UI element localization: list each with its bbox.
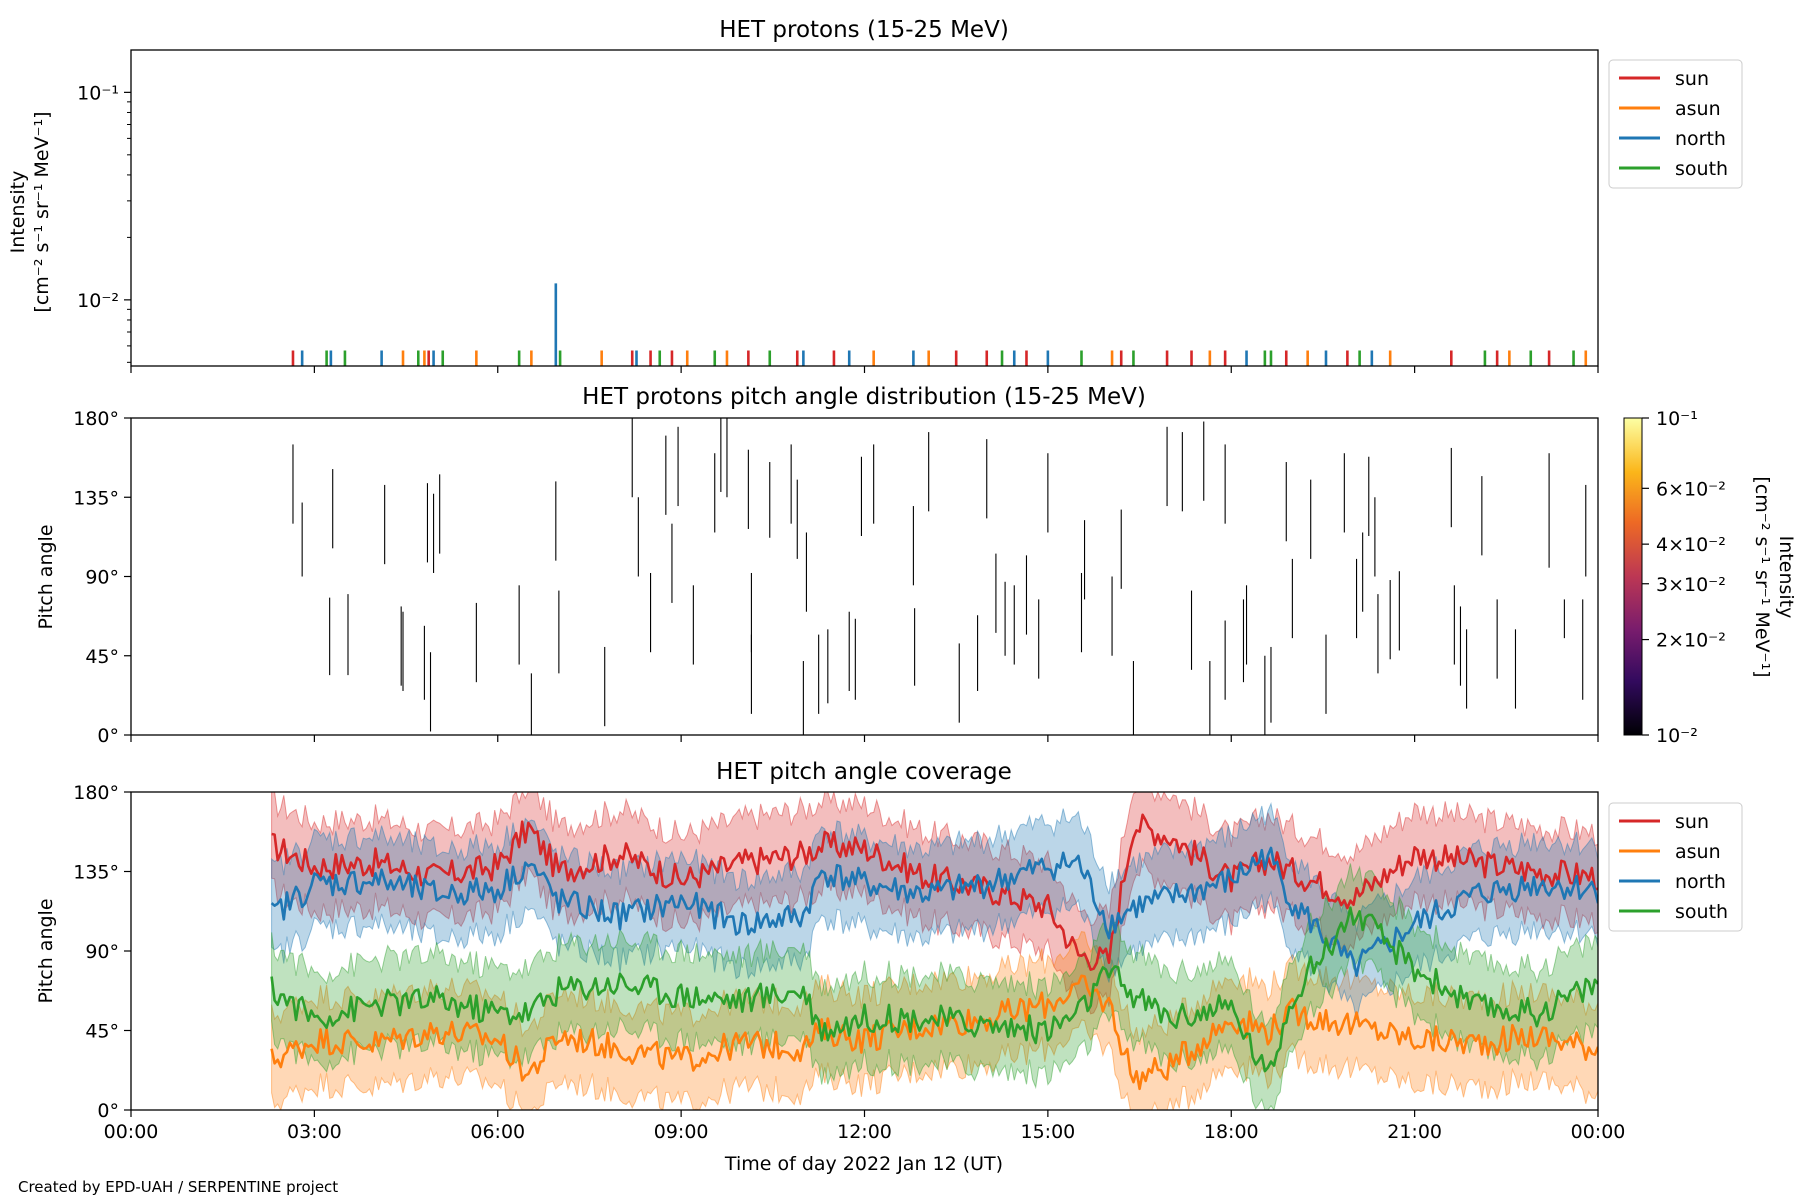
legend-box <box>1608 802 1743 932</box>
panel-1-ylabel-line1: Intensity <box>7 171 29 254</box>
panel-1-ylabel: Intensity [cm⁻² s⁻¹ sr⁻¹ MeV⁻¹] <box>7 111 53 312</box>
y-tick-label: 10⁻¹ <box>77 82 119 104</box>
line-north <box>270 846 1598 978</box>
legend-label-sun: sun <box>1675 811 1709 833</box>
colorbar-tick-label: 6×10⁻² <box>1656 478 1726 500</box>
colorbar-ticks: 10⁻¹ 6×10⁻² 4×10⁻² 3×10⁻² 2×10⁻² 10⁻² <box>1642 408 1726 747</box>
panel-2-xticks <box>130 735 1599 742</box>
x-tick-label: 03:00 <box>287 1121 342 1143</box>
y-tick-label: 45° <box>85 1021 119 1043</box>
colorbar-gradient <box>1623 417 1643 736</box>
legend-label-south: south <box>1675 901 1728 923</box>
colorbar-label: Intensity [cm⁻² s⁻¹ sr⁻¹ MeV⁻¹] <box>1751 476 1797 677</box>
panel-3-frame <box>130 791 1599 1111</box>
panel-3-title: HET pitch angle coverage <box>716 759 1012 785</box>
panel-intensity: HET protons (15-25 MeV) Intensity [cm⁻² … <box>7 17 1743 373</box>
panel-1-legend: sun asun north south <box>1608 59 1743 189</box>
colorbar-label-line2: [cm⁻² s⁻¹ sr⁻¹ MeV⁻¹] <box>1751 476 1773 677</box>
panel-3-ylabel: Pitch angle <box>35 898 57 1003</box>
y-tick-label: 10⁻² <box>77 290 119 312</box>
colorbar: 10⁻¹ 6×10⁻² 4×10⁻² 3×10⁻² 2×10⁻² 10⁻² Intensi… <box>1623 408 1797 747</box>
y-tick-label: 180° <box>73 408 119 430</box>
panel-2-segments <box>292 418 1587 735</box>
legend-label-sun: sun <box>1675 68 1709 90</box>
legend-label-south: south <box>1675 158 1728 180</box>
panel-pitch-distribution: HET protons pitch angle distribution (15… <box>35 384 1797 747</box>
legend-label-asun: asun <box>1675 841 1721 863</box>
band-south <box>271 863 1598 1110</box>
x-tick-label: 06:00 <box>470 1121 525 1143</box>
y-tick-label: 90° <box>85 567 119 589</box>
colorbar-tick-label: 10⁻¹ <box>1656 408 1698 430</box>
x-tick-label: 21:00 <box>1387 1121 1442 1143</box>
panel-1-yticks: 10⁻¹ 10⁻² <box>77 82 131 363</box>
panel-2-ylabel: Pitch angle <box>35 524 57 629</box>
colorbar-tick-label: 10⁻² <box>1656 725 1698 747</box>
panel-2-frame <box>130 417 1599 736</box>
colorbar-label-line1: Intensity <box>1775 536 1797 619</box>
x-tick-label: 00:00 <box>1571 1121 1626 1143</box>
panel-3-lines <box>270 813 1598 1091</box>
footer-credit: Created by EPD-UAH / SERPENTINE project <box>18 1178 338 1196</box>
line-sun <box>271 813 1598 972</box>
y-tick-label: 135° <box>73 862 119 884</box>
panel-3-yticks: 0° 45° 90° 135° 180° <box>73 782 131 1122</box>
x-tick-label: 00:00 <box>104 1121 159 1143</box>
colorbar-tick-label: 4×10⁻² <box>1656 534 1726 556</box>
panel-pitch-coverage: HET pitch angle coverage Pitch angle 0° 4… <box>35 759 1743 1175</box>
panel-3-legend: sun asun north south <box>1608 802 1743 932</box>
y-tick-label: 0° <box>97 725 119 747</box>
x-tick-label: 18:00 <box>1204 1121 1259 1143</box>
panel-1-ylabel-line2: [cm⁻² s⁻¹ sr⁻¹ MeV⁻¹] <box>31 111 53 312</box>
legend-box <box>1608 59 1743 189</box>
x-axis-label: Time of day 2022 Jan 12 (UT) <box>724 1153 1003 1175</box>
y-tick-label: 135° <box>73 487 119 509</box>
line-south <box>270 906 1598 1073</box>
y-tick-label: 45° <box>85 646 119 668</box>
y-tick-label: 90° <box>85 941 119 963</box>
x-tick-label: 09:00 <box>654 1121 709 1143</box>
panel-2-yticks: 0° 45° 90° 135° 180° <box>73 408 131 747</box>
legend-label-north: north <box>1675 871 1726 893</box>
line-asun <box>270 974 1598 1091</box>
panel-3-xticks: 00:00 03:00 06:00 09:00 12:00 15:00 18:00 21:00… <box>104 1110 1626 1143</box>
colorbar-tick-label: 2×10⁻² <box>1656 630 1726 652</box>
panel-1-title: HET protons (15-25 MeV) <box>719 17 1009 43</box>
panel-2-title: HET protons pitch angle distribution (15… <box>582 384 1146 410</box>
y-tick-label: 0° <box>97 1100 119 1122</box>
panel-1-spikes <box>291 283 1588 366</box>
legend-label-north: north <box>1675 128 1726 150</box>
y-tick-label: 180° <box>73 782 119 804</box>
panel-1-xticks <box>130 366 1599 373</box>
panel-1-frame <box>130 49 1599 367</box>
x-tick-label: 15:00 <box>1020 1121 1075 1143</box>
x-tick-label: 12:00 <box>837 1121 892 1143</box>
colorbar-tick-label: 3×10⁻² <box>1656 574 1726 596</box>
legend-label-asun: asun <box>1675 98 1721 120</box>
